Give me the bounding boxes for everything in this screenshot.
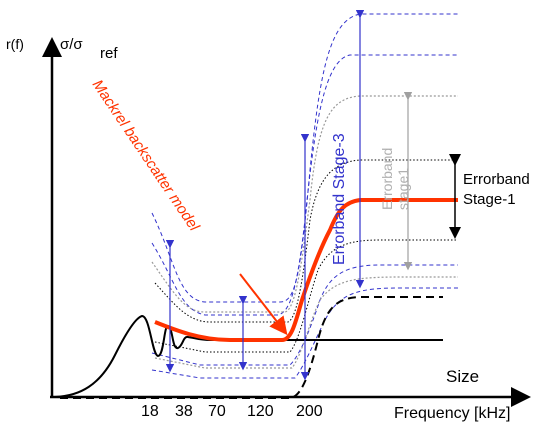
y-axis-label-rf: r(f): [6, 36, 24, 52]
stage3-label: Errorband Stage-3: [331, 133, 348, 265]
model-label: Mackrel backscatter model: [89, 77, 203, 235]
stage1-label-line2: Stage-1: [463, 191, 516, 208]
x-tick-120: 120: [247, 403, 274, 420]
stage3-upper-mid: [151, 54, 458, 316]
stage1-upper-grey: [151, 95, 458, 313]
x-tick-200: 200: [296, 403, 323, 420]
size-curve-solid: [54, 314, 443, 398]
x-tick-70: 70: [208, 403, 226, 420]
stage1-lower-black: [154, 239, 458, 353]
stage1-label-line1: Errorband: [463, 171, 530, 188]
y-axis-label-sigma-sub: ref: [100, 45, 118, 62]
stage1-grey-label-line1: Errorband: [379, 148, 395, 210]
stage1-upper-black: [154, 159, 458, 323]
y-axis-label-sigma: σ/σ: [60, 36, 83, 53]
stage1-grey-label-line2: stage1: [395, 168, 411, 210]
size-curve-dashed: [60, 296, 443, 399]
stage3-lower-mid: [151, 264, 458, 366]
x-tick-18: 18: [141, 403, 159, 420]
model-pointer-arrow: [239, 273, 288, 336]
stage1-grey-label: Errorband stage1: [379, 144, 411, 210]
x-tick-38: 38: [175, 403, 193, 420]
size-label: Size: [446, 367, 479, 386]
x-axis-label: Frequency [kHz]: [394, 405, 510, 422]
